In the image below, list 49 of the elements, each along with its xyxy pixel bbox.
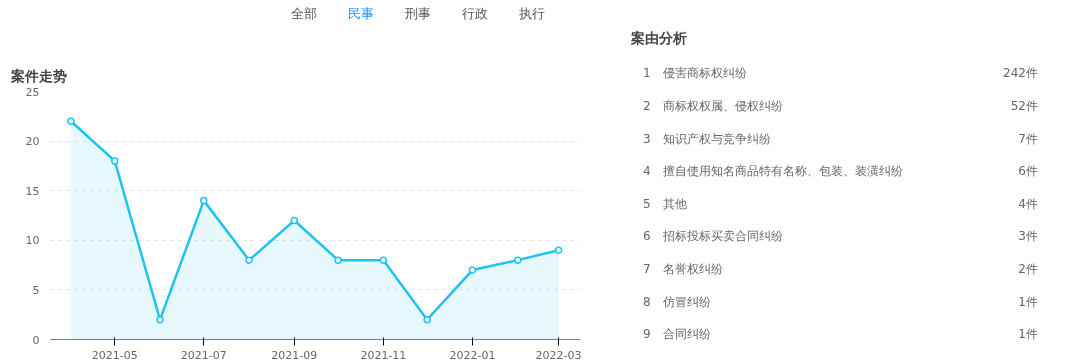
text: 7件 bbox=[1018, 131, 1038, 146]
text: 1件 bbox=[1018, 327, 1038, 342]
text: 3件 bbox=[1018, 229, 1038, 244]
y-tick-label: 5 bbox=[32, 283, 40, 297]
y-tick-label: 25 bbox=[25, 85, 40, 99]
category-label: 1 侵害商标权纠纷 bbox=[643, 66, 747, 81]
category-label: 7 名誉权纠纷 bbox=[643, 261, 723, 276]
text: 6件 bbox=[1018, 164, 1038, 179]
x-tick-label: 2021-07 bbox=[180, 348, 227, 362]
y-tick-label: 10 bbox=[25, 234, 40, 248]
category-label: 6 招标投标买卖合同纠纷 bbox=[643, 229, 783, 244]
point bbox=[156, 315, 164, 324]
text: 案由分析 bbox=[629, 29, 687, 46]
point bbox=[468, 266, 477, 274]
y-tick-label: 0 bbox=[32, 333, 40, 347]
text: 刑事 bbox=[403, 5, 432, 23]
text: 52件 bbox=[1010, 98, 1038, 113]
text: 全部 bbox=[289, 5, 318, 23]
category-label: 4 擅自使用知名商品特有名称、包装、装潢纠纷 bbox=[643, 164, 903, 179]
category-label: 5 其他 bbox=[643, 196, 687, 211]
category-label: 2 商标权权属、侵权纠纷 bbox=[643, 98, 783, 113]
text: 2件 bbox=[1018, 261, 1038, 276]
text: 242件 bbox=[1003, 66, 1038, 81]
point bbox=[554, 246, 563, 254]
x-tick-label: 2022-03 bbox=[535, 348, 582, 362]
point bbox=[423, 315, 431, 324]
point bbox=[334, 256, 342, 264]
point bbox=[513, 256, 522, 264]
point bbox=[290, 216, 299, 225]
category-label: 3 知识产权与竞争纠纷 bbox=[643, 131, 771, 146]
y-tick-label: 20 bbox=[25, 135, 40, 149]
x-tick-label: 2021-11 bbox=[360, 348, 407, 362]
point bbox=[245, 256, 253, 264]
text: 民事 bbox=[346, 5, 375, 23]
text: 4件 bbox=[1018, 196, 1038, 211]
point bbox=[200, 196, 208, 205]
point bbox=[379, 256, 388, 264]
text: 行政 bbox=[460, 5, 489, 23]
category-label: 9 合同纠纷 bbox=[643, 327, 711, 342]
point bbox=[110, 157, 119, 165]
text: 执行 bbox=[517, 5, 546, 23]
x-tick-label: 2021-05 bbox=[91, 348, 138, 362]
x-tick-label: 2021-09 bbox=[271, 348, 318, 362]
y-tick-label: 15 bbox=[25, 184, 40, 198]
category-label: 8 仿冒纠纷 bbox=[643, 294, 711, 309]
x-tick-label: 2022-01 bbox=[449, 348, 496, 362]
point bbox=[67, 117, 75, 125]
text: 1件 bbox=[1018, 294, 1038, 309]
chart-title: 案件走势 bbox=[9, 68, 67, 84]
